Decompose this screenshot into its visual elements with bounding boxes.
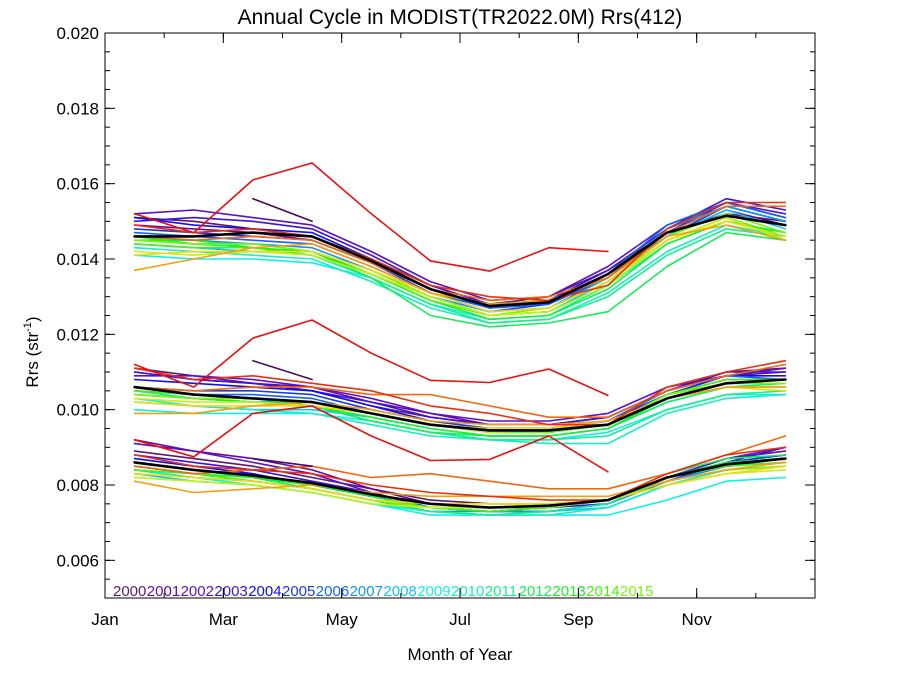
y-tick-label: 0.020	[56, 24, 99, 43]
series-line-middle-34	[133, 393, 787, 445]
series-line-lower-71	[133, 457, 787, 509]
y-tick-label: 0.008	[56, 476, 99, 495]
legend-entry-2000: 2000	[113, 583, 146, 600]
x-tick-label: Sep	[563, 610, 593, 629]
legend-entry-2008: 2008	[383, 583, 416, 600]
series-line-lower-66	[133, 461, 787, 498]
axes: 0.006 0.008 0.010 0.012 0.014 0.016 0.018 0.020…	[56, 24, 816, 629]
series-line-upper-21	[133, 162, 609, 272]
legend-entry-2003: 2003	[214, 583, 247, 600]
legend-entry-2009: 2009	[417, 583, 450, 600]
legend-entry-2013: 2013	[552, 583, 585, 600]
series-line-lower-68	[133, 446, 787, 501]
series-line-upper-10	[133, 224, 787, 324]
y-tick-label: 0.012	[56, 325, 99, 344]
y-axis-label-text: Rrs (str	[23, 332, 42, 388]
series-line-upper-6	[133, 201, 787, 309]
y-tick-label: 0.014	[56, 250, 99, 269]
legend-entry-2001: 2001	[147, 583, 180, 600]
x-tick-label: May	[326, 610, 359, 629]
x-tick-label: Jul	[449, 610, 471, 629]
legend-entry-2002: 2002	[181, 583, 214, 600]
series-line-upper-23	[133, 214, 787, 308]
chart-title: Annual Cycle in MODIST(TR2022.0M) Rrs(41…	[238, 6, 683, 29]
series-line-middle-43	[133, 363, 787, 418]
series-line-upper-17	[133, 220, 787, 313]
legend-entry-2006: 2006	[316, 583, 349, 600]
y-axis-label: Rrs (str-1)	[22, 316, 42, 387]
series-line-middle-46	[252, 359, 313, 381]
legend-entry-2005: 2005	[282, 583, 315, 600]
legend-entry-2010: 2010	[451, 583, 484, 600]
series-line-upper-20	[133, 201, 787, 302]
y-tick-label: 0.018	[56, 99, 99, 118]
y-axis-label-close: )	[23, 316, 42, 322]
series-line-middle-47	[133, 378, 787, 432]
series-layer	[133, 162, 787, 516]
legend-entry-2011: 2011	[485, 583, 517, 600]
y-axis-label-superscript: -1	[22, 322, 34, 332]
legend: 2000 2001 2002 2003 2004 2005 2006 2007 2008 2009…	[113, 583, 653, 600]
x-axis-label: Month of Year	[408, 645, 513, 664]
series-line-lower-65	[133, 465, 787, 505]
series-line-lower-70	[252, 457, 313, 467]
series-line-upper-22	[252, 197, 313, 223]
x-tick-label: Nov	[682, 610, 713, 629]
legend-entry-2004: 2004	[248, 583, 281, 600]
legend-entry-2014: 2014	[586, 583, 619, 600]
x-tick-label: Mar	[209, 610, 239, 629]
y-tick-label: 0.016	[56, 175, 99, 194]
legend-entry-2015: 2015	[620, 583, 653, 600]
series-line-middle-44	[133, 359, 787, 426]
series-line-upper-19	[133, 205, 787, 302]
svg-text:Rrs (str-1): Rrs (str-1)	[22, 316, 42, 387]
series-line-upper-13	[133, 220, 787, 321]
y-tick-label: 0.010	[56, 401, 99, 420]
legend-entry-2007: 2007	[350, 583, 383, 600]
y-tick-label: 0.006	[56, 551, 99, 570]
series-line-middle-45	[133, 319, 609, 397]
x-tick-label: Jan	[91, 610, 118, 629]
legend-entry-2012: 2012	[519, 583, 552, 600]
series-line-lower-69	[133, 405, 609, 473]
